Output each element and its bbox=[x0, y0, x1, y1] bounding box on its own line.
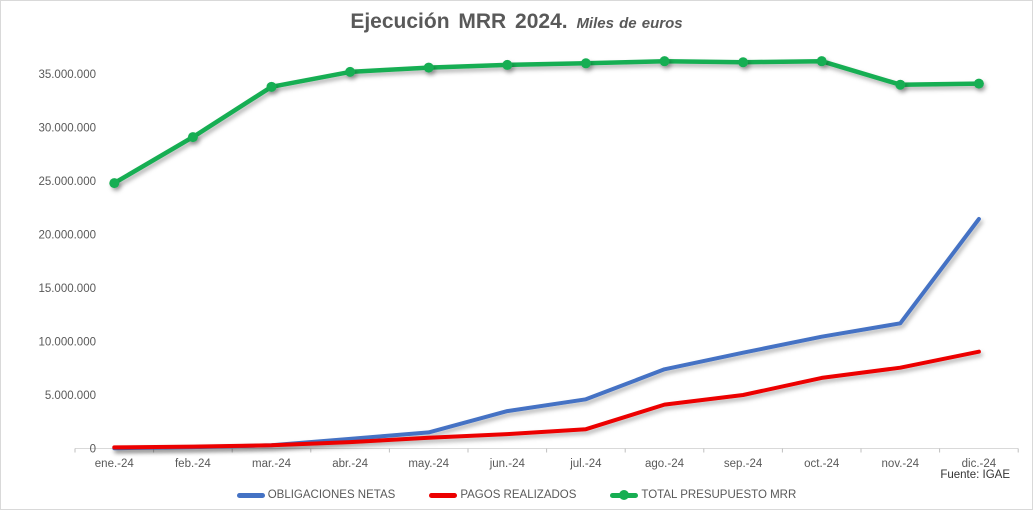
y-axis-label: 25.000.000 bbox=[38, 176, 96, 188]
x-axis-label: may.-24 bbox=[408, 458, 449, 470]
y-axis-label: 30.000.000 bbox=[38, 123, 96, 135]
y-axis-label: 10.000.000 bbox=[38, 337, 96, 349]
x-axis-label: sep.-24 bbox=[724, 458, 763, 470]
y-axis-label: 15.000.000 bbox=[38, 283, 96, 295]
legend-label: PAGOS REALIZADOS bbox=[460, 489, 577, 501]
data-point-marker bbox=[187, 132, 198, 143]
data-point-marker bbox=[580, 58, 591, 69]
chart-title-main: Ejecución MRR 2024. bbox=[350, 10, 568, 33]
data-point-marker bbox=[659, 56, 670, 67]
x-axis-label: ene.-24 bbox=[95, 458, 135, 470]
legend-label: TOTAL PRESUPUESTO MRR bbox=[641, 489, 797, 501]
series-line-0 bbox=[112, 217, 981, 451]
x-axis-label: feb.-24 bbox=[175, 458, 211, 470]
series-line-2 bbox=[112, 58, 982, 186]
data-point-marker bbox=[816, 56, 827, 67]
chart-title-subtitle: Miles de euros bbox=[576, 15, 683, 32]
data-point-marker bbox=[423, 62, 434, 73]
axes-layer: 0 5.000.000 10.000.000 15.000.000 20.000.000… bbox=[38, 69, 1019, 470]
y-axis-label: 5.000.000 bbox=[45, 390, 96, 402]
x-axis-label: jul.-24 bbox=[569, 458, 602, 470]
legend-swatch-red-line bbox=[429, 492, 458, 498]
series-line-1 bbox=[112, 349, 981, 450]
data-point-marker bbox=[109, 178, 120, 189]
x-axis-label: ago.-24 bbox=[645, 458, 685, 470]
x-axis-label: abr.-24 bbox=[332, 458, 368, 470]
chart-legend: OBLIGACIONES NETAS PAGOS REALIZADOS TOTA… bbox=[1, 489, 1032, 501]
x-axis-label: oct.-24 bbox=[804, 458, 840, 470]
data-point-marker bbox=[973, 78, 984, 89]
data-point-marker bbox=[266, 81, 277, 92]
x-axis-label: nov.-24 bbox=[882, 458, 920, 470]
y-axis-label: 0 bbox=[90, 444, 96, 456]
x-axis-label: mar.-24 bbox=[252, 458, 292, 470]
data-point-marker bbox=[345, 66, 356, 77]
data-point-marker bbox=[502, 59, 513, 70]
data-point-marker bbox=[738, 57, 749, 68]
legend-item-pagos-realizados[interactable]: PAGOS REALIZADOS bbox=[429, 489, 576, 501]
series-layer bbox=[109, 56, 984, 451]
data-point-marker bbox=[895, 79, 906, 90]
series-markers-2 bbox=[109, 56, 984, 189]
legend-item-obligaciones-netas[interactable]: OBLIGACIONES NETAS bbox=[236, 489, 396, 501]
y-axis-label: 35.000.000 bbox=[38, 69, 96, 81]
source-note: Fuente: IGAE bbox=[940, 469, 1010, 481]
x-axis-label: dic.-24 bbox=[962, 458, 997, 470]
legend-swatch-green-line bbox=[610, 490, 639, 500]
x-axis-label: jun.-24 bbox=[489, 458, 526, 470]
legend-swatch-blue-line bbox=[236, 492, 265, 498]
legend-label: OBLIGACIONES NETAS bbox=[267, 489, 396, 501]
legend-item-total-presupuesto-mrr[interactable]: TOTAL PRESUPUESTO MRR bbox=[610, 489, 796, 501]
chart-title: Ejecución MRR 2024. Miles de euros bbox=[1, 10, 1032, 34]
y-axis-label: 20.000.000 bbox=[38, 230, 96, 242]
